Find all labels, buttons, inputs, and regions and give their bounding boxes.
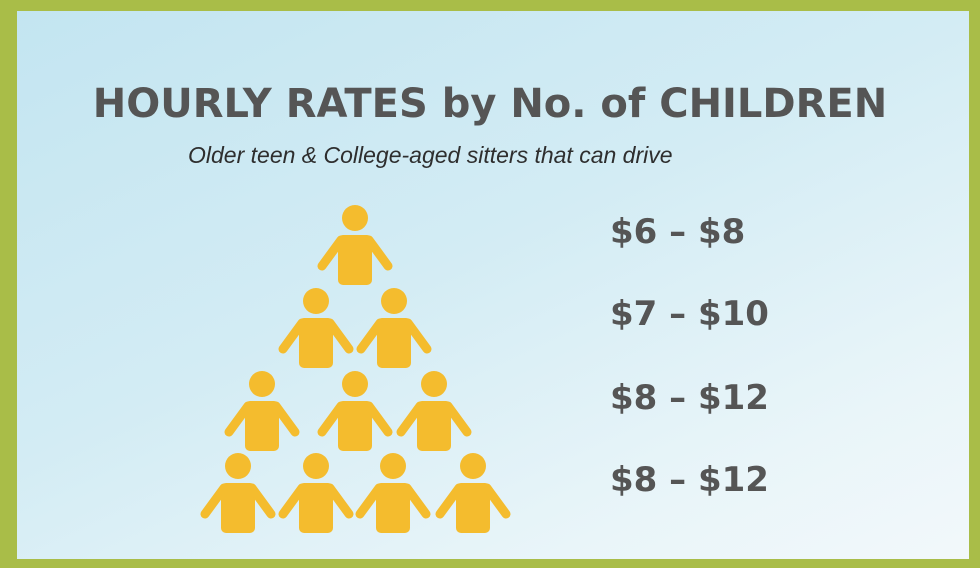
person-icon (278, 288, 354, 368)
rate-tier-3: $8 – $12 (610, 378, 769, 418)
pyramid-row-2 (278, 288, 432, 368)
rate-tier-1: $6 – $8 (610, 212, 746, 252)
rate-tier-4: $8 – $12 (610, 460, 769, 500)
person-icon (317, 371, 393, 451)
pyramid-row-1 (317, 205, 393, 285)
pyramid-row-3 (224, 371, 472, 451)
rate-tier-2: $7 – $10 (610, 294, 769, 334)
person-icon (396, 371, 472, 451)
person-icon (435, 453, 511, 533)
pyramid-row-4 (200, 453, 511, 533)
person-icon (317, 205, 393, 285)
person-icon (278, 453, 354, 533)
page-subtitle: Older teen & College-aged sitters that c… (188, 142, 673, 168)
person-icon (356, 288, 432, 368)
person-icon (224, 371, 300, 451)
page-title: HOURLY RATES by No. of CHILDREN (92, 81, 888, 127)
person-icon (355, 453, 431, 533)
person-icon (200, 453, 276, 533)
